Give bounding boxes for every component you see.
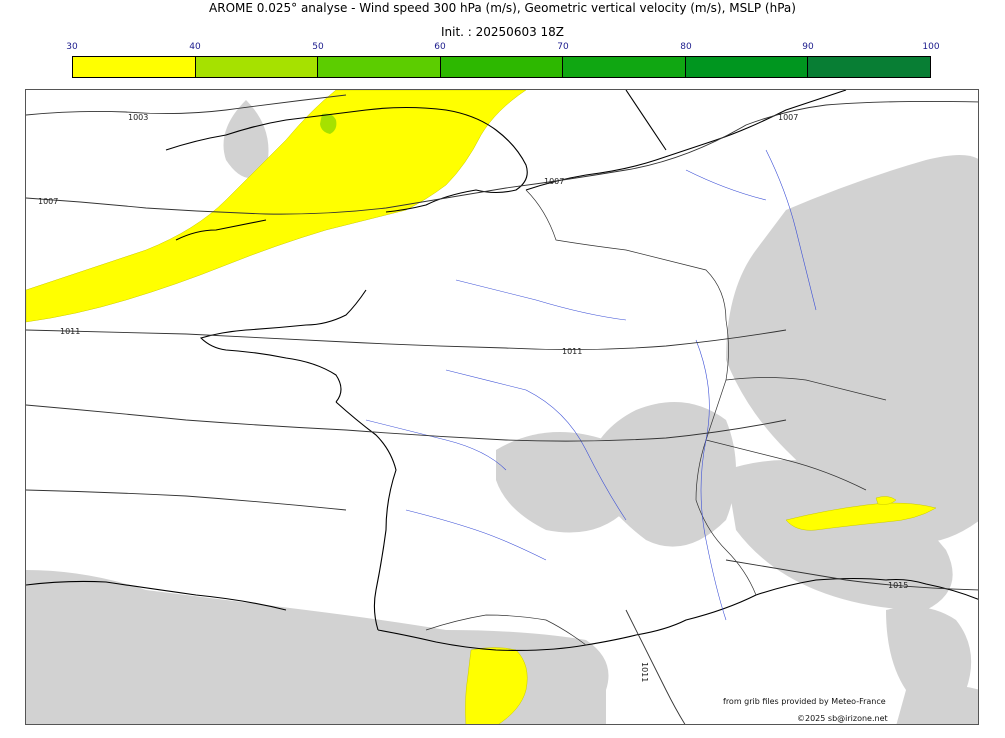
colorbar-tick-30: 30 <box>66 42 78 52</box>
isobar-label-1007-center: 1007 <box>544 177 564 186</box>
colorbar-tick-70: 70 <box>557 42 569 52</box>
colorbar-tick-50: 50 <box>312 42 324 52</box>
init-time: Init. : 20250603 18Z <box>440 25 565 39</box>
wind-speed-colorbar <box>72 56 931 78</box>
isobar-label-1011-west: 1011 <box>60 327 80 336</box>
map-canvas: 1003 1007 1007 1007 1011 1011 1011 1015 <box>26 90 978 724</box>
weather-map[interactable]: 1003 1007 1007 1007 1011 1011 1011 1015 … <box>25 89 979 725</box>
colorbar-tick-100: 100 <box>922 42 940 52</box>
colorbar-segment-70-80 <box>563 57 686 77</box>
isobar-labels: 1003 1007 1007 1007 1011 1011 1011 1015 <box>38 113 908 682</box>
colorbar-segment-40-50 <box>195 57 319 77</box>
colorbar-segment-90-100 <box>808 57 931 77</box>
terrain-shading <box>26 100 978 724</box>
isobars <box>26 94 978 724</box>
isobar-label-1007-west: 1007 <box>38 197 58 206</box>
isobar-label-1015: 1015 <box>888 581 908 590</box>
rivers <box>365 149 817 621</box>
colorbar-tick-80: 80 <box>680 42 692 52</box>
colorbar-segment-80-90 <box>685 57 809 77</box>
colorbar-segment-30-40 <box>73 57 196 77</box>
colorbar-segment-50-60 <box>318 57 441 77</box>
isobar-label-1007-east: 1007 <box>778 113 798 122</box>
data-source-credit: from grib files provided by Meteo-France <box>723 697 886 706</box>
colorbar-tick-90: 90 <box>802 42 814 52</box>
chart-title: AROME 0.025° analyse - Wind speed 300 hP… <box>209 1 796 15</box>
colorbar-tick-60: 60 <box>434 42 446 52</box>
coastlines <box>26 90 978 651</box>
isobar-label-1011-center: 1011 <box>562 347 582 356</box>
isobar-label-1011-south: 1011 <box>640 662 649 682</box>
isobar-label-1003: 1003 <box>128 113 148 122</box>
colorbar-tick-40: 40 <box>189 42 201 52</box>
copyright-credit: ©2025 sb@irizone.net <box>797 714 888 723</box>
jet-stream-area <box>26 90 937 724</box>
colorbar-segment-60-70 <box>440 57 564 77</box>
